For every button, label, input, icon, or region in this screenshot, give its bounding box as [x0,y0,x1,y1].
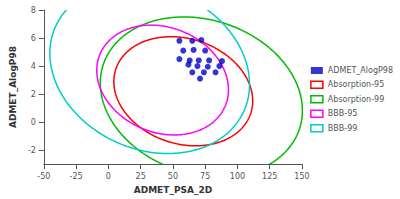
svg-text:50: 50 [168,172,178,181]
svg-text:125: 125 [262,172,277,181]
svg-text:-2: -2 [28,146,36,155]
svg-text:150: 150 [294,172,309,181]
svg-text:ADMET_PSA_2D: ADMET_PSA_2D [134,185,212,195]
svg-text:6: 6 [31,34,36,43]
svg-text:75: 75 [200,172,210,181]
svg-text:ADMET_AlogP98: ADMET_AlogP98 [8,46,18,128]
svg-text:-25: -25 [70,172,83,181]
svg-text:0: 0 [31,118,36,127]
svg-text:Absorption-95: Absorption-95 [328,80,384,89]
svg-text:25: 25 [136,172,146,181]
svg-text:BBB-95: BBB-95 [328,109,358,118]
svg-text:BBB-99: BBB-99 [328,124,358,133]
svg-text:ADMET_AlogP98: ADMET_AlogP98 [328,66,393,75]
svg-text:100: 100 [230,172,245,181]
svg-text:8: 8 [31,6,36,15]
svg-text:4: 4 [31,62,36,71]
svg-text:Absorption-99: Absorption-99 [328,95,384,104]
svg-text:-50: -50 [37,172,50,181]
svg-text:2: 2 [31,90,36,99]
svg-text:0: 0 [106,172,111,181]
